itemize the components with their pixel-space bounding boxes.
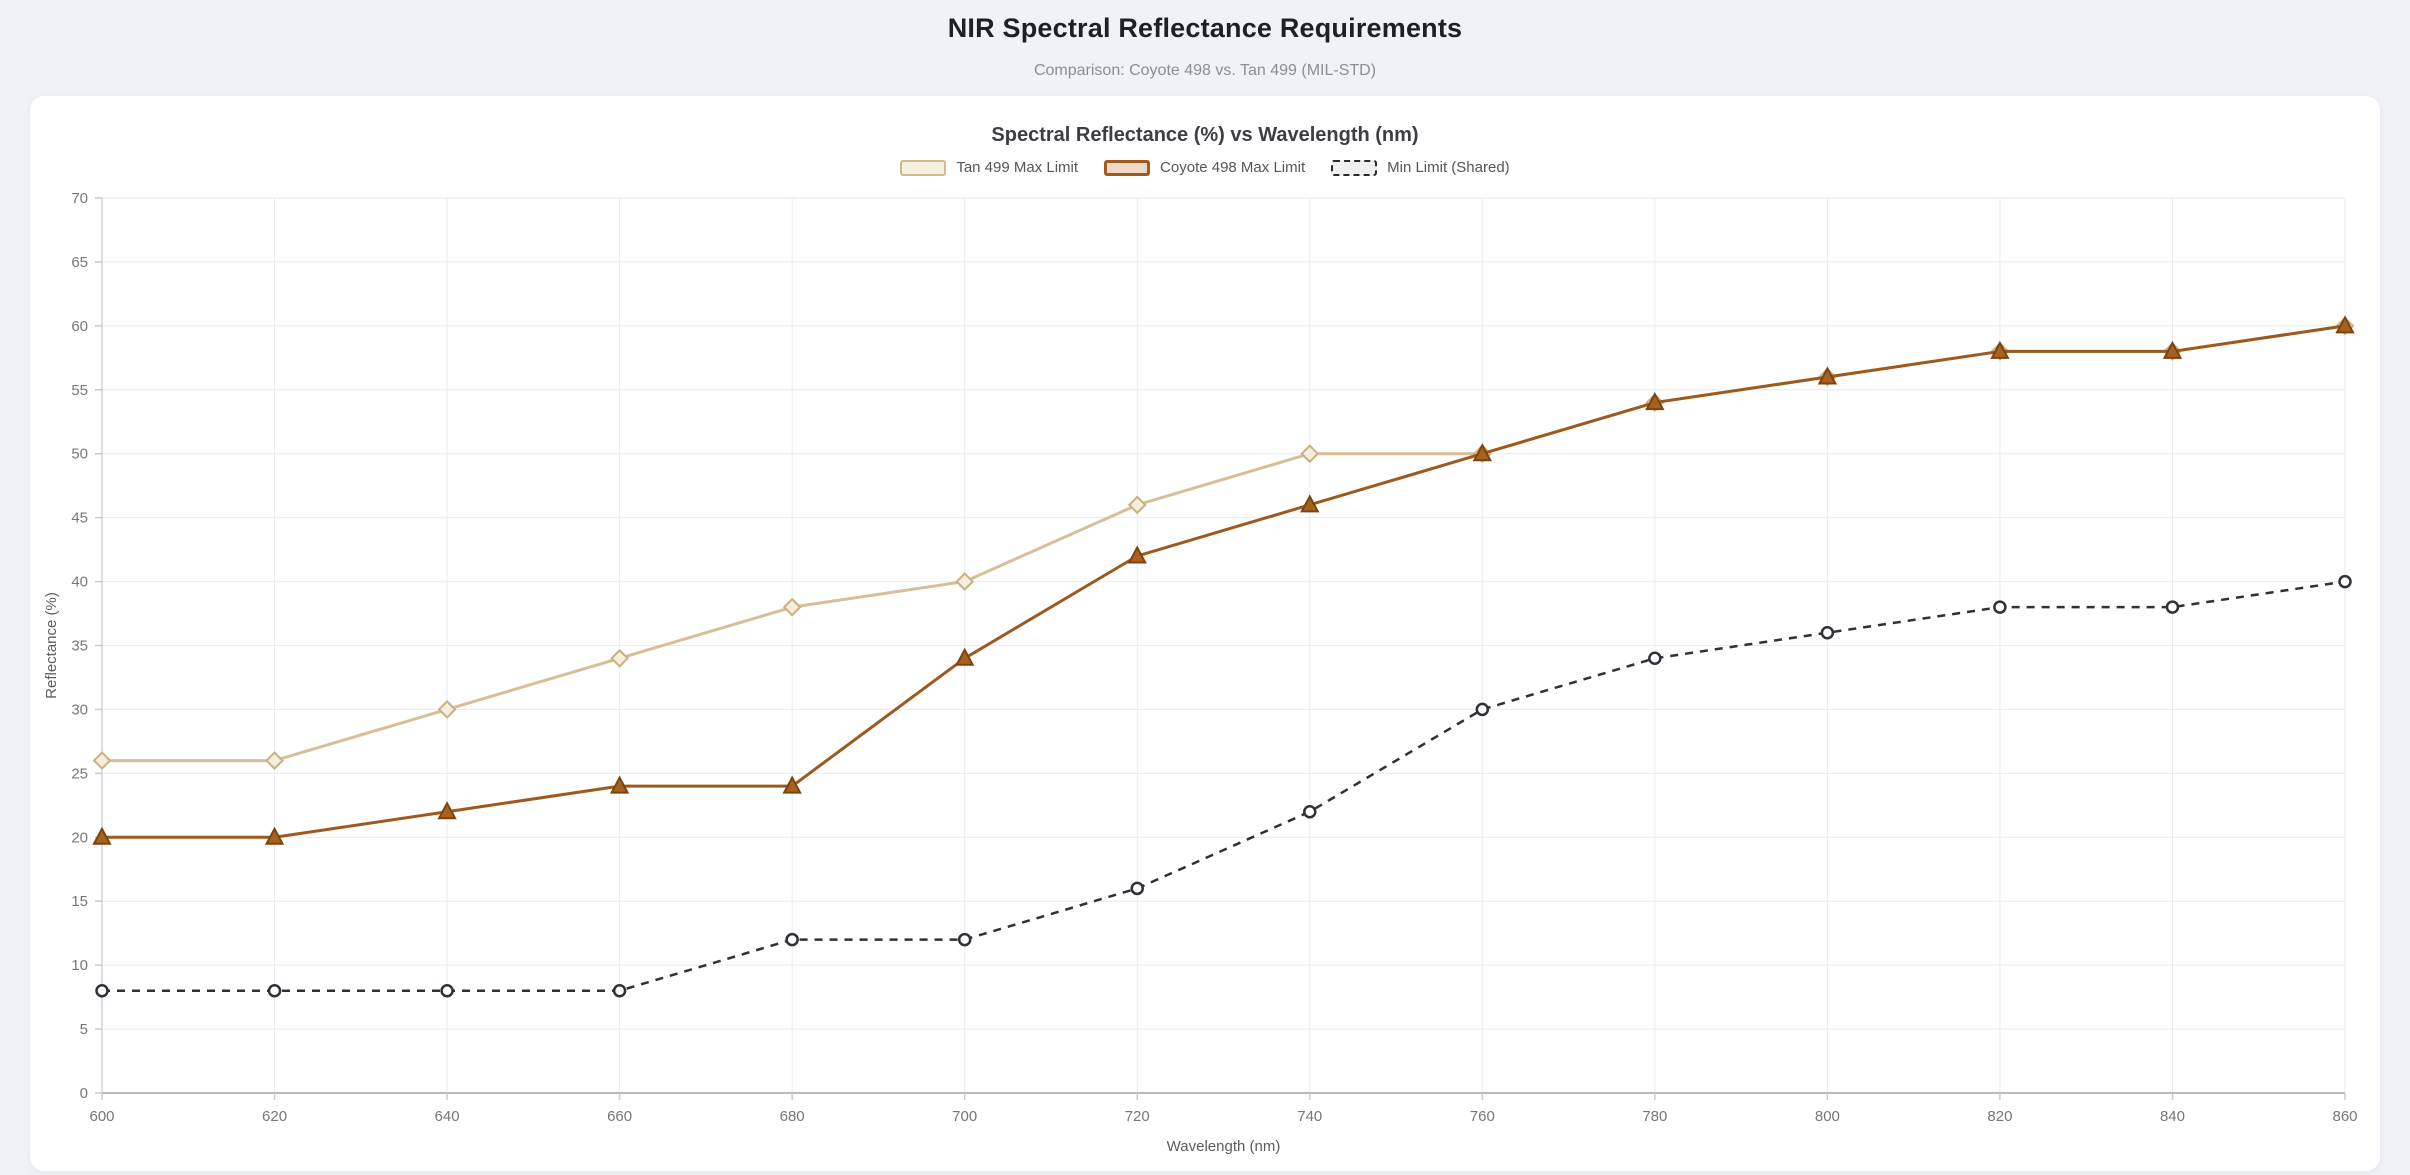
legend-swatch-tan-499-max-limit [900,159,947,176]
y-tick-label: 60 [71,318,88,335]
chart-card: Spectral Reflectance (%) vs Wavelength (… [30,96,2380,1171]
marker-circle [957,932,972,947]
marker-triangle [1127,545,1147,564]
y-tick-label: 20 [71,829,88,846]
marker-circle [1475,702,1490,717]
y-tick-label: 30 [71,701,88,718]
legend-label: Min Limit (Shared) [1387,159,1510,176]
marker-triangle [609,775,630,794]
marker-diamond [437,700,457,719]
marker-triangle [2162,340,2183,359]
grid-lines [102,197,2346,1093]
x-tick-label: 660 [607,1108,632,1125]
marker-diamond [1300,444,1320,464]
marker-diamond [1127,495,1147,515]
marker-circle [612,983,627,998]
y-tick-label: 50 [71,446,88,463]
legend-swatch-coyote-498-max-limit [1104,159,1151,176]
x-tick-label: 740 [1297,1108,1322,1125]
legend-label: Coyote 498 Max Limit [1160,159,1306,176]
marker-circle [440,983,454,998]
x-axis-title: Wavelength (nm) [1167,1138,1281,1155]
y-axis-title: Reflectance (%) [43,592,60,699]
line-chart: 0 5 10 15 20 25 30 35 40 45 50 55 60 65 70 600 620 640 660… [43,190,2358,1155]
x-tick-label: 840 [2160,1108,2185,1125]
legend-swatch-min-limit-shared [1331,159,1378,176]
marker-diamond [955,572,975,591]
marker-triangle [1990,340,2010,359]
axis-tick-labels: 0 5 10 15 20 25 30 35 40 45 50 55 60 65 70 600 620 640 660… [71,190,2357,1125]
marker-circle [2338,574,2352,589]
marker-circle [2165,600,2180,614]
legend-item-min-limit-shared[interactable]: Min Limit (Shared) [1331,159,1510,176]
series-line-min-limit-shared [102,580,2346,992]
y-tick-label: 55 [71,382,88,399]
chart-legend: Tan 499 Max Limit Coyote 498 Max Limit Min… [30,159,2380,176]
page-subtitle: Comparison: Coyote 498 vs. Tan 499 (MIL-… [1033,62,1377,79]
marker-circle [95,983,109,998]
series-coyote-498-max-limit [92,315,2355,845]
marker-triangle [92,826,112,845]
marker-diamond [610,648,630,668]
y-tick-label: 25 [71,765,88,782]
chart-title: Spectral Reflectance (%) vs Wavelength (… [991,124,1419,146]
marker-circle [1820,625,1835,640]
marker-triangle [264,826,285,845]
marker-triangle [955,647,975,666]
y-tick-label: 15 [71,893,88,910]
y-tick-label: 35 [71,638,88,655]
y-tick-label: 5 [80,1021,88,1038]
legend-item-tan-499-max-limit[interactable]: Tan 499 Max Limit [900,159,1078,176]
legend-label: Tan 499 Max Limit [956,159,1079,176]
x-tick-label: 620 [262,1108,287,1125]
x-tick-label: 600 [89,1108,114,1125]
x-tick-label: 720 [1125,1108,1150,1125]
x-tick-label: 640 [435,1108,460,1125]
x-tick-label: 700 [952,1108,977,1125]
marker-triangle [1300,494,1320,513]
x-tick-label: 760 [1470,1108,1495,1125]
marker-triangle [782,775,802,794]
y-tick-label: 0 [80,1085,88,1102]
marker-circle [1303,804,1317,819]
marker-triangle [437,801,457,820]
legend-item-coyote-498-max-limit[interactable]: Coyote 498 Max Limit [1104,159,1305,176]
y-tick-label: 10 [71,957,88,974]
marker-circle [1648,651,1662,666]
y-tick-label: 40 [71,574,88,591]
page-title: NIR Spectral Reflectance Requirements [947,13,1463,43]
marker-triangle [1472,443,1492,462]
series-line-tan-499-max-limit [102,324,2346,763]
marker-triangle [2335,315,2355,334]
x-tick-label: 800 [1815,1108,1840,1125]
marker-diamond [92,751,112,770]
marker-triangle [1817,366,1838,385]
marker-circle [1993,600,2007,614]
series-tan-499-max-limit [92,316,2355,770]
marker-circle [267,983,282,998]
series-min-limit-shared [95,574,2352,998]
x-tick-label: 860 [2332,1108,2357,1125]
marker-diamond [265,751,284,770]
marker-circle [785,932,799,947]
marker-triangle [1645,391,1665,411]
series-line-coyote-498-max-limit [102,324,2346,839]
x-tick-label: 680 [780,1108,805,1125]
x-tick-label: 820 [1987,1108,2012,1125]
axis-lines [95,197,2346,1100]
y-tick-label: 65 [71,254,88,271]
y-tick-label: 45 [71,510,88,527]
marker-circle [1130,881,1144,896]
x-tick-label: 780 [1642,1108,1667,1125]
y-tick-label: 70 [71,190,88,207]
marker-diamond [782,597,802,617]
